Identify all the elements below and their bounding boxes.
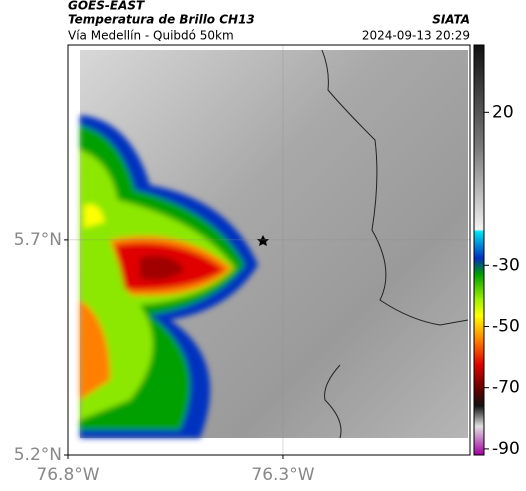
- x-tick-label: 76.3°W: [251, 465, 314, 485]
- colorbar-tick-label: 20: [492, 102, 514, 122]
- city-marker: [257, 235, 269, 246]
- x-tick-label: 76.8°W: [36, 465, 99, 485]
- y-tick-label: 5.2°N: [14, 445, 62, 465]
- colorbar-tick-label: -30: [492, 255, 520, 275]
- timestamp: 2024-09-13 20:29: [362, 29, 470, 43]
- cloud-tops: [80, 115, 258, 438]
- satellite-name: GOES-EAST: [68, 0, 145, 13]
- colorbar-tick-label: -50: [492, 316, 520, 336]
- colorbar-tick-label: -90: [492, 439, 520, 459]
- imagery: [80, 49, 469, 439]
- product-title: Temperatura de Brillo CH13: [68, 13, 255, 27]
- y-tick-label: 5.7°N: [14, 230, 62, 250]
- colorbar: [473, 44, 485, 456]
- source-label: SIATA: [432, 13, 470, 27]
- map-frame: [67, 44, 471, 456]
- route-label: Vía Medellín - Quibdó 50km: [68, 29, 234, 43]
- colorbar-tick-label: -70: [492, 378, 520, 398]
